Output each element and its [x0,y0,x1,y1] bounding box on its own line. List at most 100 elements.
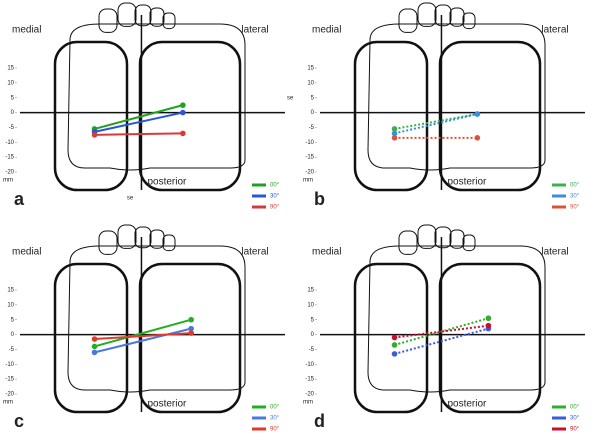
toe [98,230,118,255]
y-tick-label: -20 [5,170,14,176]
series-point [188,325,194,332]
y-unit: mm [3,178,13,184]
toe [149,229,165,249]
foot-outline [67,23,246,171]
toe [449,229,465,249]
series-point [391,334,398,341]
y-tick-label: 10 [7,80,14,86]
series-point [180,130,186,137]
toe [398,8,418,33]
series-point [91,336,98,342]
series-point [391,135,398,141]
y-tick-label: -10 [305,140,314,146]
panel-letter: d [314,411,325,431]
y-tick-label: 5 [311,317,315,323]
panel-letter: c [14,411,24,431]
legend-label: 30° [270,194,280,200]
lateral-pad [138,262,242,414]
y-tick-label: -20 [5,392,14,398]
medial-pad [53,40,129,192]
y-tick-label: 5 [311,95,315,101]
series-line [394,327,489,355]
y-tick-label: -5 [309,347,315,353]
legend-label: 90° [570,427,580,433]
toe [417,224,437,249]
lateral-label: lateral [241,247,268,258]
toe [162,234,176,252]
posterior-label: posterior [147,177,187,188]
legend-label: 00° [570,183,580,189]
panel: 15 10 5 0 -5 -10 -15 -20 mm medial lateral posterio… [303,2,585,211]
posterior-label: posterior [147,399,187,410]
y-tick-label: 10 [307,302,314,308]
y-tick-label: 15 [7,288,14,294]
medial-label: medial [12,25,41,36]
series-point [180,109,186,116]
y-tick-label: -15 [5,155,14,161]
medial-label: medial [12,247,41,258]
lateral-label: lateral [541,25,568,36]
series-line [94,132,183,136]
toe [434,4,452,27]
medial-pad [353,262,429,414]
y-tick-label: -5 [309,125,315,131]
series-point [474,135,481,141]
legend-label: 90° [270,427,280,433]
toe [134,226,152,249]
y-tick-label: -15 [305,155,314,161]
toe [117,224,137,249]
series-point [91,343,98,350]
toe [449,7,465,27]
series-point [485,315,492,322]
y-tick-label: -10 [5,140,14,146]
series-point [188,330,194,336]
series-line [94,111,184,133]
toe [434,226,452,249]
series-point [391,351,398,357]
y-tick-label: -15 [305,377,314,383]
posterior-label: posterior [447,399,487,410]
legend-label: 90° [270,205,280,211]
y-tick-label: 0 [11,332,15,338]
series-point [391,126,398,132]
series-point [91,132,98,138]
y-unit: mm [3,400,13,406]
annotation: se [127,196,134,202]
series-line [94,318,192,348]
y-tick-label: 15 [307,288,314,294]
panel: 15 10 5 0 -5 -10 -15 -20 mm medial lateral posterio… [3,2,294,211]
series-point [485,322,492,329]
foot-outline [367,23,546,171]
toe [398,230,418,255]
y-tick-label: 0 [311,332,315,338]
series-line [394,113,478,135]
toe [162,12,176,30]
y-tick-label: 15 [307,66,314,72]
y-tick-label: -20 [305,170,314,176]
toe [149,7,165,27]
lateral-label: lateral [541,247,568,258]
foot-outline [67,245,246,393]
y-tick-label: 10 [307,80,314,86]
series-line [94,327,192,354]
toe [117,2,137,27]
medial-label: medial [312,25,341,36]
toe [462,234,476,252]
y-tick-label: 0 [11,110,15,116]
lateral-pad [438,262,542,414]
y-tick-label: 5 [11,95,15,101]
series-line [94,332,192,341]
y-unit: mm [303,400,313,406]
series-point [391,130,398,137]
medial-pad [353,40,429,192]
series-point [474,111,481,117]
foot-outline [367,245,546,393]
y-tick-label: -5 [9,347,15,353]
legend-label: 30° [270,416,280,422]
toe [98,8,118,33]
y-tick-label: -20 [305,392,314,398]
y-tick-label: 5 [11,317,15,323]
annotation: se [287,96,294,102]
y-tick-label: -10 [305,362,314,368]
